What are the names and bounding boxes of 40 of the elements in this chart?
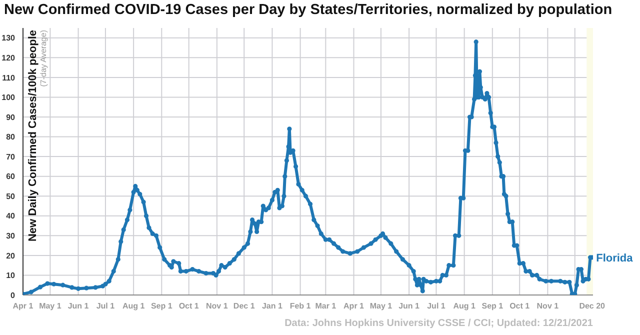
x-tick-label: Sep 1	[150, 302, 173, 311]
x-tick-label: Oct 1	[178, 302, 200, 311]
y-tick-label: 0	[10, 290, 16, 300]
x-tick-label: Nov 1	[536, 302, 560, 311]
x-tick-label: May 1	[39, 302, 62, 311]
y-tick-label: 70	[6, 152, 16, 162]
x-tick-label: Aug 1	[453, 302, 476, 311]
chart-title: New Confirmed COVID-19 Cases per Day by States/Territories, normalized by population	[4, 2, 612, 18]
y-tick-label: 80	[6, 132, 16, 142]
y-tick-label: 100	[2, 93, 16, 102]
y-tick-label: 110	[2, 73, 16, 82]
y-tick-label: 30	[6, 232, 16, 241]
annotation: (7-day Average)	[39, 30, 48, 87]
x-tick-label: Apr 1	[12, 302, 34, 311]
x-tick-label: May 1	[370, 302, 393, 311]
y-axis-title: New Daily Confirmed Cases/100k people	[27, 30, 39, 242]
y-tick-label: 60	[6, 172, 16, 182]
text: Data: Johns Hopkins University CSSE / CCI; Updated: 12/21/2021	[284, 318, 593, 329]
series-label: Florida	[596, 252, 634, 264]
x-tick-label: Jul 1	[427, 302, 446, 311]
y-tick-label: 130	[2, 34, 16, 43]
x-tick-label: Mar 1	[315, 302, 337, 311]
x-tick-label: Sep 1	[482, 302, 504, 311]
y-tick-label: 20	[6, 251, 16, 260]
y-tick-label: 90	[6, 112, 16, 122]
x-tick-label: Feb 1	[290, 302, 312, 311]
x-tick-label: Jan 1	[262, 302, 283, 311]
x-tick-label: Oct 1	[510, 302, 530, 311]
x-tick-label: Jul 1	[96, 302, 116, 311]
y-tick-label: 10	[6, 271, 16, 280]
x-tick-label: Nov 1	[206, 302, 228, 311]
x-tick-label: Apr 1	[344, 302, 365, 311]
y-tick-label: 50	[6, 192, 16, 201]
x-tick-label: Jun 1	[68, 302, 90, 311]
x-tick-label: Dec 1	[233, 302, 256, 311]
x-tick-label: Jun 1	[398, 302, 420, 311]
x-tick-label: Dec 20	[579, 302, 606, 311]
y-tick-label: 120	[2, 54, 16, 63]
y-tick-label: 40	[6, 212, 16, 221]
x-tick-label: Aug 1	[122, 302, 146, 311]
